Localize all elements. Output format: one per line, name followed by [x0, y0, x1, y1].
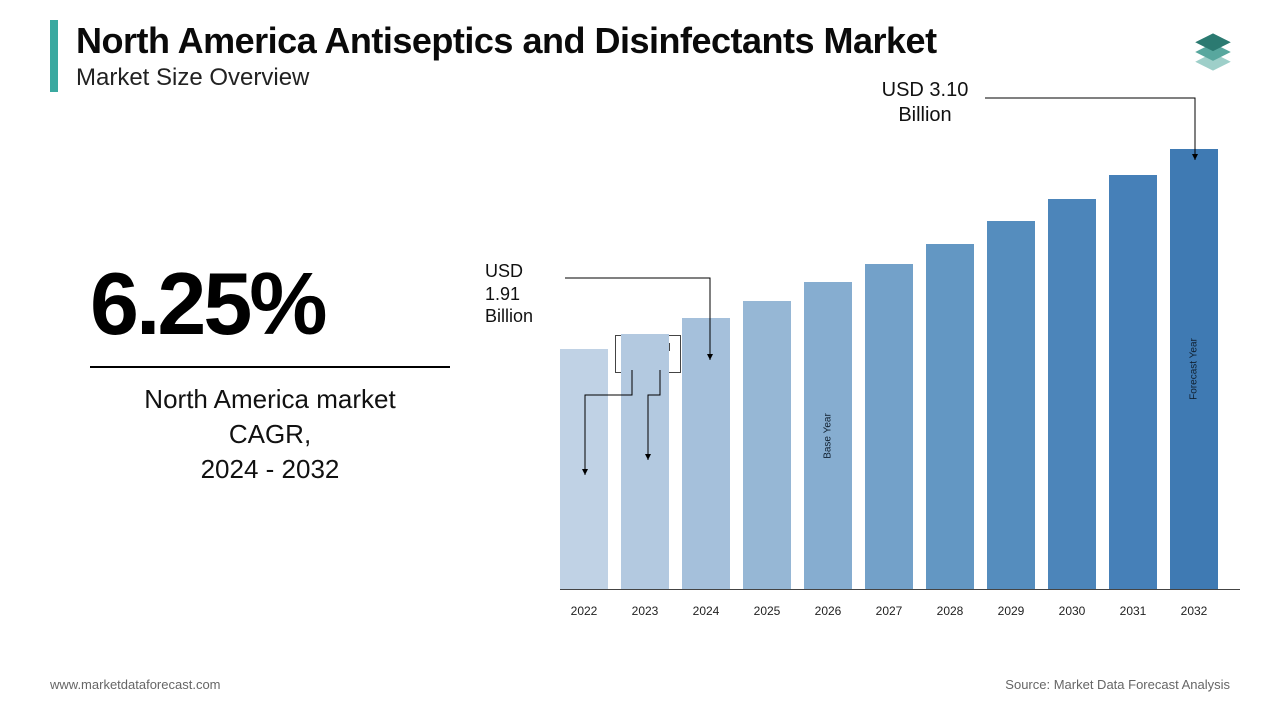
x-axis-label: 2025: [743, 604, 791, 618]
cagr-stat: 6.25% North America market CAGR, 2024 - …: [90, 260, 480, 487]
end-value-callout: USD 3.10 Billion: [860, 78, 990, 128]
bar: [682, 318, 730, 589]
start-value-line3: Billion: [485, 306, 533, 326]
end-value-line2: Billion: [898, 104, 951, 126]
x-axis-label: 2023: [621, 604, 669, 618]
bar-inner-label: Forecast Year: [1189, 338, 1200, 400]
page-title: North America Antiseptics and Disinfecta…: [76, 20, 937, 62]
bar: Base Year: [804, 282, 852, 589]
bar: [1109, 175, 1157, 589]
bar: Forecast Year: [1170, 149, 1218, 589]
page-subtitle: Market Size Overview: [76, 64, 937, 92]
bar-fill: [926, 244, 974, 589]
chart-plot-area: Base Year Forecast Year: [560, 150, 1240, 590]
x-axis-label: 2032: [1170, 604, 1218, 618]
stat-divider: [90, 366, 450, 368]
bar-inner-label: Base Year: [823, 413, 834, 459]
titles: North America Antiseptics and Disinfecta…: [76, 20, 937, 92]
bar-fill: [1048, 199, 1096, 589]
bar: [1048, 199, 1096, 589]
x-axis-label: 2022: [560, 604, 608, 618]
bar-fill: [987, 221, 1035, 589]
start-value-line1: USD: [485, 261, 523, 281]
bar-fill: [865, 264, 913, 589]
x-axis-label: 2028: [926, 604, 974, 618]
bar-fill: [743, 301, 791, 589]
cagr-value: 6.25%: [90, 260, 480, 348]
x-axis-label: 2030: [1048, 604, 1096, 618]
cagr-caption: North America market CAGR, 2024 - 2032: [90, 382, 450, 487]
page: North America Antiseptics and Disinfecta…: [0, 0, 1280, 720]
bar-fill: [1109, 175, 1157, 589]
end-value-line1: USD 3.10: [882, 79, 969, 101]
cagr-caption-line2: CAGR,: [229, 419, 311, 449]
title-block: North America Antiseptics and Disinfecta…: [50, 20, 937, 92]
bar-fill: [621, 334, 669, 589]
start-value-callout: USD 1.91 Billion: [485, 260, 565, 328]
bar: [621, 334, 669, 589]
bar: [987, 221, 1035, 589]
chart-x-axis-labels: 2022 2023 2024 2025 2026 2027 2028 2029 2030 2031…: [560, 596, 1240, 630]
title-accent-bar: [50, 20, 58, 92]
x-axis-label: 2027: [865, 604, 913, 618]
x-axis-label: 2029: [987, 604, 1035, 618]
x-axis-label: 2026: [804, 604, 852, 618]
bar: [560, 349, 608, 589]
cagr-caption-line1: North America market: [144, 384, 395, 414]
footer-source: Source: Market Data Forecast Analysis: [1005, 677, 1230, 692]
bar: [926, 244, 974, 589]
cagr-caption-line3: 2024 - 2032: [201, 454, 340, 484]
start-value-line2: 1.91: [485, 284, 520, 304]
bar: [743, 301, 791, 589]
bar-fill: [560, 349, 608, 589]
bar-fill: [682, 318, 730, 589]
market-size-bar-chart: Base YearForecast Year 20222023202420252…: [560, 150, 1240, 630]
x-axis-label: 2031: [1109, 604, 1157, 618]
x-axis-label: 2024: [682, 604, 730, 618]
brand-logo-icon: [1186, 28, 1240, 76]
footer-website: www.marketdataforecast.com: [50, 677, 221, 692]
bar: [865, 264, 913, 589]
